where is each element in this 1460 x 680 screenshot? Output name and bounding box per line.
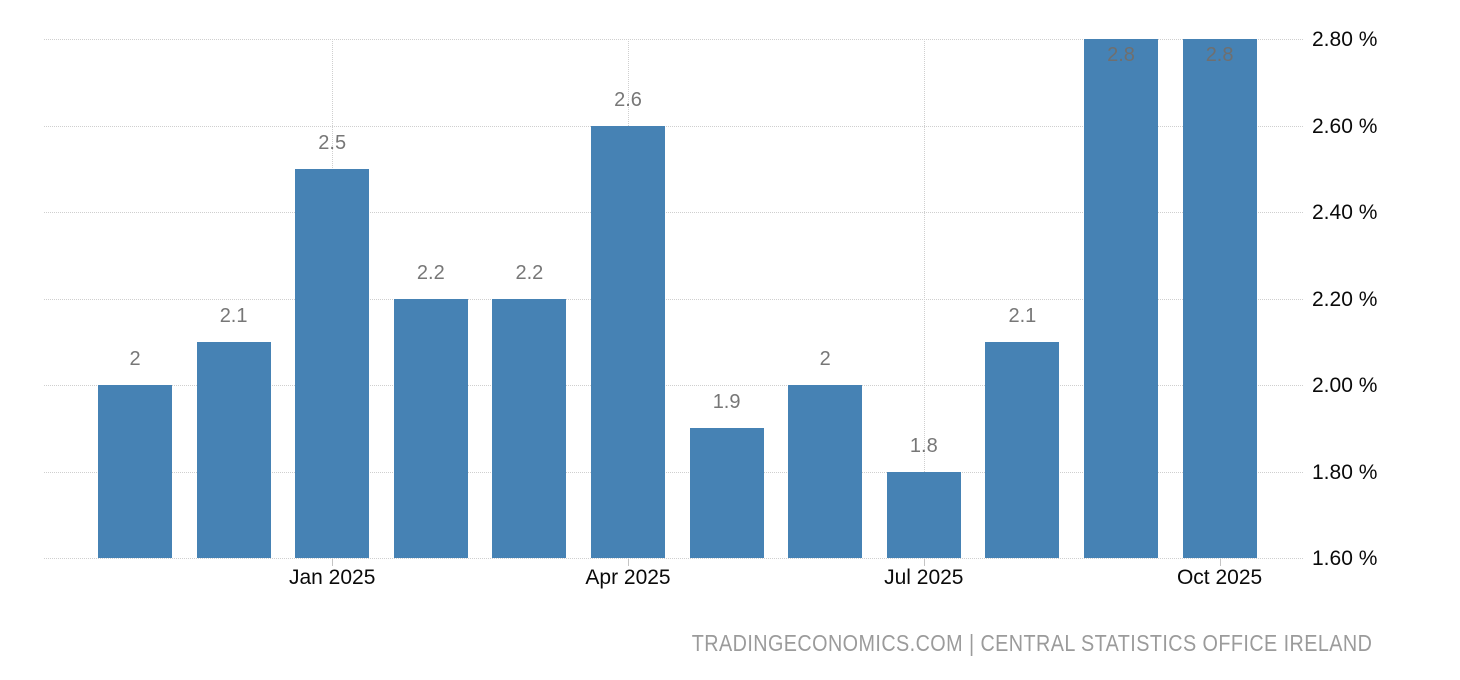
data-bar[interactable] bbox=[985, 341, 1060, 558]
y-gridline bbox=[44, 558, 1303, 559]
y-gridline bbox=[44, 298, 1303, 300]
x-axis-tick-label: Oct 2025 bbox=[1176, 566, 1263, 589]
x-axis-tick-label: Jul 2025 bbox=[884, 566, 964, 589]
y-gridline bbox=[44, 385, 1303, 386]
y-axis-tick-label: 2.40 % bbox=[1312, 201, 1378, 224]
data-bar[interactable] bbox=[295, 168, 370, 558]
bar-value-label: 1.8 bbox=[909, 434, 938, 457]
data-bar[interactable] bbox=[788, 385, 863, 558]
bar-value-label: 2.2 bbox=[515, 261, 544, 284]
data-bar[interactable] bbox=[196, 341, 271, 558]
bar-value-label: 2.5 bbox=[318, 131, 347, 154]
x-axis-tick bbox=[1219, 559, 1221, 566]
x-axis-tick bbox=[923, 559, 925, 566]
data-bar[interactable] bbox=[1182, 39, 1257, 558]
x-gridline bbox=[923, 39, 925, 558]
bar-value-label: 2.1 bbox=[1008, 304, 1037, 327]
bar-value-label: 2.8 bbox=[1205, 44, 1234, 66]
data-bar[interactable] bbox=[98, 385, 172, 558]
bar-value-label: 2.1 bbox=[219, 304, 248, 327]
y-gridline bbox=[44, 39, 1303, 40]
bar-value-label: 2.2 bbox=[416, 261, 445, 284]
bar-value-label: 1.9 bbox=[712, 391, 741, 414]
bar-value-label: 2 bbox=[129, 348, 141, 370]
y-axis-tick-label: 2.60 % bbox=[1312, 114, 1378, 138]
x-axis-tick bbox=[628, 559, 629, 566]
y-gridline bbox=[44, 212, 1303, 213]
y-axis-tick-label: 2.20 % bbox=[1312, 287, 1378, 311]
y-axis-tick-label: 1.60 % bbox=[1312, 547, 1378, 570]
data-bar[interactable] bbox=[1084, 39, 1158, 558]
data-bar[interactable] bbox=[393, 298, 468, 558]
bar-value-label: 2 bbox=[819, 348, 831, 370]
y-axis-tick-label: 1.80 % bbox=[1312, 460, 1378, 484]
bar-value-label: 2.6 bbox=[614, 88, 642, 111]
x-axis-tick-label: Jan 2025 bbox=[288, 566, 376, 589]
x-axis-tick-label: Apr 2025 bbox=[585, 566, 671, 589]
data-bar[interactable] bbox=[492, 298, 567, 558]
attribution-text: TRADINGECONOMICS.COM | CENTRAL STATISTIC… bbox=[691, 630, 1372, 656]
data-bar[interactable] bbox=[591, 125, 665, 558]
data-bar[interactable] bbox=[689, 428, 764, 558]
y-axis-tick-label: 2.00 % bbox=[1312, 374, 1378, 397]
y-axis-tick-label: 2.80 % bbox=[1312, 28, 1378, 51]
bar-value-label: 2.8 bbox=[1107, 44, 1135, 66]
x-axis-tick bbox=[332, 559, 334, 566]
y-gridline bbox=[44, 125, 1303, 127]
y-gridline bbox=[44, 471, 1303, 473]
data-bar[interactable] bbox=[886, 471, 961, 558]
